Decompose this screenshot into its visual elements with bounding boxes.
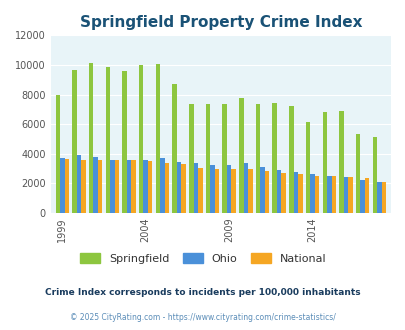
Bar bbox=[205, 104, 210, 213]
Bar bbox=[372, 137, 376, 213]
Bar bbox=[114, 160, 119, 213]
Bar bbox=[322, 112, 326, 213]
Bar bbox=[172, 84, 177, 213]
Bar bbox=[139, 65, 143, 213]
Bar bbox=[243, 163, 247, 213]
Bar bbox=[126, 160, 131, 213]
Bar bbox=[326, 176, 331, 213]
Bar bbox=[288, 106, 293, 213]
Bar bbox=[93, 157, 98, 213]
Title: Springfield Property Crime Index: Springfield Property Crime Index bbox=[79, 15, 361, 30]
Bar bbox=[281, 173, 285, 213]
Bar bbox=[189, 104, 193, 213]
Bar bbox=[177, 162, 181, 213]
Bar bbox=[305, 122, 309, 213]
Bar bbox=[338, 111, 343, 213]
Bar bbox=[72, 70, 77, 213]
Bar bbox=[264, 172, 269, 213]
Bar bbox=[260, 167, 264, 213]
Bar bbox=[314, 176, 319, 213]
Bar bbox=[376, 182, 381, 213]
Bar bbox=[81, 160, 85, 213]
Bar bbox=[198, 168, 202, 213]
Bar bbox=[347, 177, 352, 213]
Bar bbox=[381, 182, 385, 213]
Bar bbox=[272, 103, 276, 213]
Bar bbox=[160, 158, 164, 213]
Bar bbox=[131, 160, 135, 213]
Bar bbox=[255, 104, 260, 213]
Bar bbox=[276, 170, 281, 213]
Bar bbox=[55, 94, 60, 213]
Bar bbox=[98, 160, 102, 213]
Bar bbox=[110, 160, 114, 213]
Bar bbox=[89, 63, 93, 213]
Bar bbox=[364, 178, 369, 213]
Bar bbox=[60, 158, 64, 213]
Bar bbox=[122, 71, 126, 213]
Bar bbox=[355, 134, 360, 213]
Bar bbox=[77, 155, 81, 213]
Bar bbox=[164, 163, 169, 213]
Legend: Springfield, Ohio, National: Springfield, Ohio, National bbox=[75, 249, 330, 268]
Bar bbox=[155, 64, 160, 213]
Bar bbox=[210, 165, 214, 213]
Bar bbox=[105, 67, 110, 213]
Bar bbox=[360, 181, 364, 213]
Bar bbox=[147, 161, 152, 213]
Bar bbox=[247, 169, 252, 213]
Bar bbox=[181, 164, 185, 213]
Bar bbox=[64, 159, 69, 213]
Bar bbox=[293, 172, 297, 213]
Bar bbox=[309, 175, 314, 213]
Bar bbox=[231, 169, 235, 213]
Text: © 2025 CityRating.com - https://www.cityrating.com/crime-statistics/: © 2025 CityRating.com - https://www.city… bbox=[70, 313, 335, 322]
Bar bbox=[226, 165, 231, 213]
Text: Crime Index corresponds to incidents per 100,000 inhabitants: Crime Index corresponds to incidents per… bbox=[45, 288, 360, 297]
Bar bbox=[331, 176, 335, 213]
Bar bbox=[222, 104, 226, 213]
Bar bbox=[239, 98, 243, 213]
Bar bbox=[214, 169, 219, 213]
Bar bbox=[143, 160, 147, 213]
Bar bbox=[297, 175, 302, 213]
Bar bbox=[193, 163, 198, 213]
Bar bbox=[343, 178, 347, 213]
